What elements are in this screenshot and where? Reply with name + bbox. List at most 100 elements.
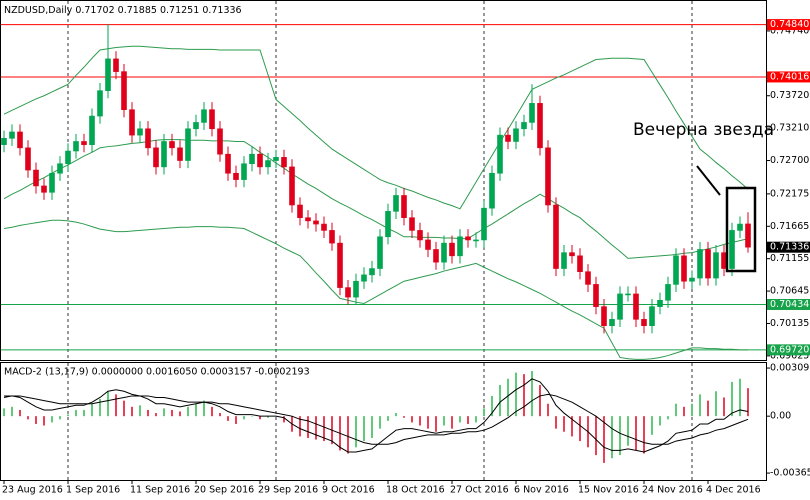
candle-body	[273, 157, 279, 161]
histogram-bar	[635, 416, 637, 451]
candle-body	[729, 230, 735, 269]
last-low: 0.71251	[160, 5, 199, 16]
last-close: 0.71336	[202, 5, 241, 16]
candle-body	[177, 147, 183, 161]
candle-body	[665, 284, 671, 301]
candle-body	[473, 239, 479, 242]
histogram-bar	[395, 413, 397, 417]
candle-body	[385, 211, 391, 238]
histogram-bar	[651, 416, 653, 435]
histogram-bar	[43, 416, 45, 426]
level-tag	[767, 19, 810, 31]
histogram-bar	[107, 391, 109, 417]
y-tick-label: 0.72700	[770, 155, 809, 166]
histogram-bar	[515, 372, 517, 417]
x-tick-label: 11 Sep 2016	[130, 485, 190, 496]
price-tag-label: 0.71336	[770, 242, 809, 253]
candle-body	[353, 280, 359, 298]
histogram-bar	[203, 400, 205, 417]
histogram-bar	[299, 416, 301, 437]
candle-body	[241, 163, 247, 180]
histogram-bar	[715, 391, 717, 417]
x-tick-label: 24 Nov 2016	[642, 485, 703, 496]
histogram-bar	[491, 395, 493, 417]
histogram-bar	[435, 416, 437, 432]
candle-body	[377, 236, 383, 269]
histogram-bar	[195, 403, 197, 417]
y-tick-label: 0.71665	[770, 221, 809, 232]
candle-body	[513, 128, 519, 142]
candle-body	[25, 147, 31, 171]
candle-body	[433, 249, 439, 263]
candle-body	[737, 223, 743, 231]
candle-body	[697, 249, 703, 279]
histogram-bar	[723, 397, 725, 417]
candle-body	[617, 293, 623, 320]
candle-body	[305, 217, 311, 222]
histogram-bar	[387, 416, 389, 421]
level-label: 0.74840	[770, 19, 809, 30]
candle-body	[129, 109, 135, 136]
y-tick-label: 0.73210	[770, 123, 809, 134]
histogram-bar	[691, 403, 693, 417]
x-tick-label: 15 Nov 2016	[578, 485, 639, 496]
candle-body	[625, 293, 631, 296]
candle-body	[185, 128, 191, 161]
candle-body	[409, 217, 415, 231]
histogram-bar	[123, 400, 125, 417]
candle-body	[649, 306, 655, 326]
x-tick-label: 20 Sep 2016	[194, 485, 254, 496]
histogram-bar	[115, 394, 117, 417]
level-tag	[767, 71, 810, 83]
histogram-bar	[99, 399, 101, 417]
candle-body	[313, 220, 319, 225]
candle-body	[449, 242, 455, 257]
candle-body	[441, 242, 447, 263]
histogram-bar	[251, 416, 253, 417]
histogram-bar	[91, 403, 93, 417]
candle-body	[97, 90, 103, 117]
x-tick-label: 23 Aug 2016	[2, 485, 63, 496]
histogram-bar	[227, 416, 229, 421]
candle-body	[521, 122, 527, 130]
histogram-bar	[419, 416, 421, 426]
y-tick-label: -0.003656	[770, 468, 810, 479]
histogram-bar	[539, 385, 541, 417]
histogram-bar	[675, 403, 677, 417]
histogram-bar	[555, 416, 557, 429]
histogram-bar	[547, 403, 549, 417]
candle-body	[329, 230, 335, 244]
annotation-arrow	[696, 165, 721, 196]
candle-body	[73, 141, 79, 152]
histogram-bar	[475, 416, 477, 423]
candle-body	[49, 172, 55, 193]
histogram-bar	[179, 411, 181, 417]
candle-body	[601, 306, 607, 326]
candle-body	[297, 204, 303, 219]
histogram-bar	[35, 416, 37, 424]
histogram-bar	[171, 409, 173, 417]
candle-body	[577, 255, 583, 273]
histogram-bar	[707, 400, 709, 417]
histogram-bar	[443, 416, 445, 426]
last-open: 0.71702	[75, 5, 114, 16]
candle-body	[137, 128, 143, 136]
y-tick-label: 0.69625	[770, 350, 809, 361]
histogram-bar	[139, 405, 141, 417]
histogram-bar	[683, 406, 685, 417]
candle-body	[689, 277, 695, 282]
candle-body	[337, 242, 343, 288]
candle-body	[745, 223, 751, 248]
x-tick-label: 27 Oct 2016	[450, 485, 509, 496]
histogram-bar	[131, 406, 133, 417]
histogram-bar	[75, 409, 77, 417]
x-tick-label: 6 Nov 2016	[514, 485, 569, 496]
level-tag	[767, 298, 810, 310]
candle-body	[201, 109, 207, 123]
histogram-bar	[19, 409, 21, 417]
histogram-bar	[51, 416, 53, 423]
histogram-bar	[595, 416, 597, 456]
